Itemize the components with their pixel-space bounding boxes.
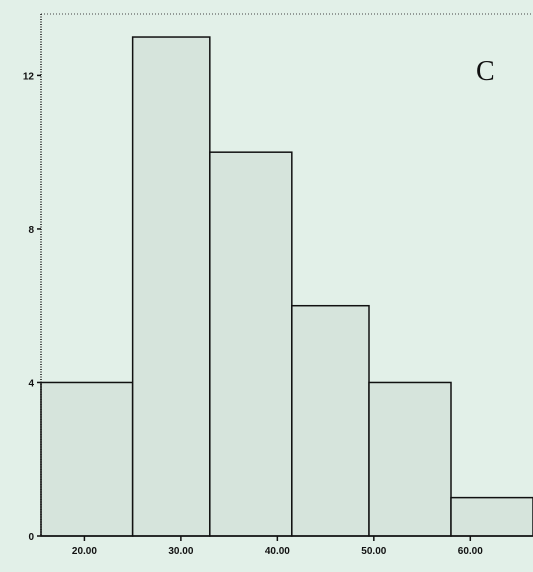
bars-layer	[40, 36, 533, 537]
histogram-bar-1	[40, 381, 134, 537]
histogram-bar-5	[368, 381, 452, 537]
x-tick-label-30.00: 30.00	[168, 546, 193, 557]
histogram-bar-4	[291, 304, 370, 537]
histogram-bar-2	[131, 36, 211, 537]
x-tick-label-40.00: 40.00	[265, 546, 290, 557]
panel-label: C	[476, 56, 495, 87]
axes-layer: 0 4 8 12 20.00 30.00 40.00 50.00 60.00	[23, 13, 533, 557]
x-tick-label-60.00: 60.00	[458, 546, 483, 557]
histogram-bar-6	[450, 496, 533, 537]
y-tick-label-0: 0	[28, 532, 34, 543]
y-tick-label-8: 8	[28, 225, 34, 236]
y-tick-label-4: 4	[28, 378, 34, 389]
y-tick-label-12: 12	[23, 71, 35, 82]
histogram-bar-3	[209, 151, 293, 537]
x-tick-label-50.00: 50.00	[361, 546, 386, 557]
x-tick-label-20.00: 20.00	[72, 546, 97, 557]
